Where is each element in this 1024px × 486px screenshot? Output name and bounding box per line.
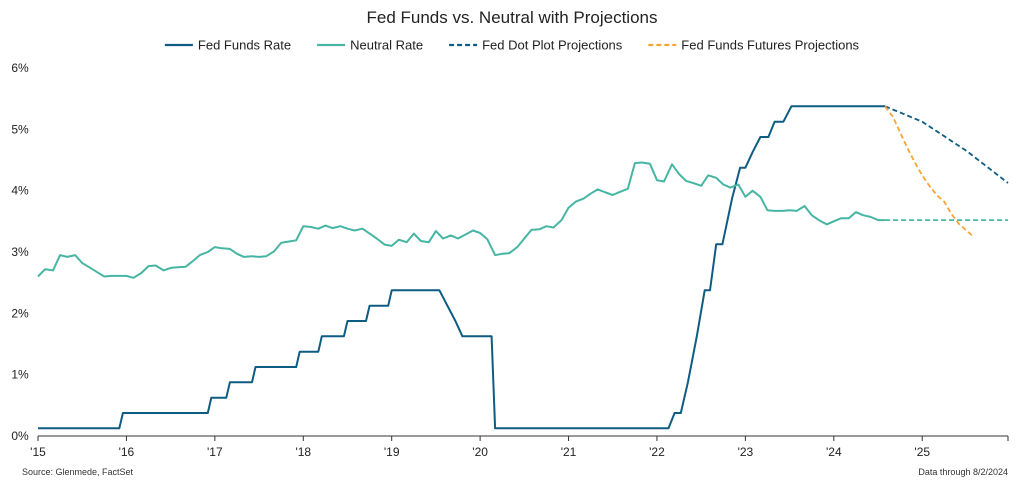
y-tick-label: 6%	[11, 61, 29, 75]
legend-item-neutral-rate: Neutral Rate	[317, 38, 423, 53]
legend-label: Fed Funds Futures Projections	[681, 38, 859, 53]
y-tick-label: 4%	[11, 184, 29, 198]
y-tick-label: 1%	[11, 368, 29, 382]
series-line-fed-funds-rate	[38, 105, 886, 430]
legend-item-fed-dot-plot-projections: Fed Dot Plot Projections	[449, 38, 623, 53]
y-axis: 0% 1% 2% 3% 4% 5% 6%	[11, 61, 29, 443]
source-note: Source: Glenmede, FactSet	[22, 467, 134, 477]
x-tick-label: '16	[119, 445, 135, 459]
x-tick-label: '19	[384, 445, 400, 459]
series-line-fed-funds-futures-projections	[884, 105, 975, 238]
y-tick-label: 2%	[11, 306, 29, 320]
x-tick-label: '23	[738, 445, 754, 459]
series-line-fed-dot-plot-projections	[884, 105, 1009, 184]
series-line-neutral-rate	[37, 161, 886, 279]
chart-title: Fed Funds vs. Neutral with Projections	[366, 8, 657, 27]
x-tick-label: '18	[295, 445, 311, 459]
legend-label: Fed Dot Plot Projections	[482, 38, 623, 53]
legend-item-fed-funds-futures-projections: Fed Funds Futures Projections	[648, 38, 860, 53]
x-tick-label: '25	[914, 445, 930, 459]
series-group	[37, 105, 1009, 430]
x-tick-label: '20	[472, 445, 488, 459]
x-tick-label: '17	[207, 445, 223, 459]
x-tick-label: '24	[826, 445, 842, 459]
legend: Fed Funds Rate Neutral Rate Fed Dot Plot P…	[164, 38, 860, 53]
data-through-note: Data through 8/2/2024	[918, 467, 1008, 477]
x-tick-label: '21	[561, 445, 577, 459]
x-axis: '15 '16 '17 '18 '19 '20 '21 '22 '23 '24 '25	[30, 435, 1009, 459]
x-tick-label: '22	[649, 445, 665, 459]
y-tick-label: 0%	[11, 429, 29, 443]
y-tick-label: 5%	[11, 122, 29, 136]
legend-label: Neutral Rate	[350, 38, 423, 53]
y-tick-label: 3%	[11, 245, 29, 259]
x-tick-label: '15	[30, 445, 46, 459]
legend-item-fed-funds-rate: Fed Funds Rate	[164, 38, 291, 53]
legend-label: Fed Funds Rate	[198, 38, 291, 53]
